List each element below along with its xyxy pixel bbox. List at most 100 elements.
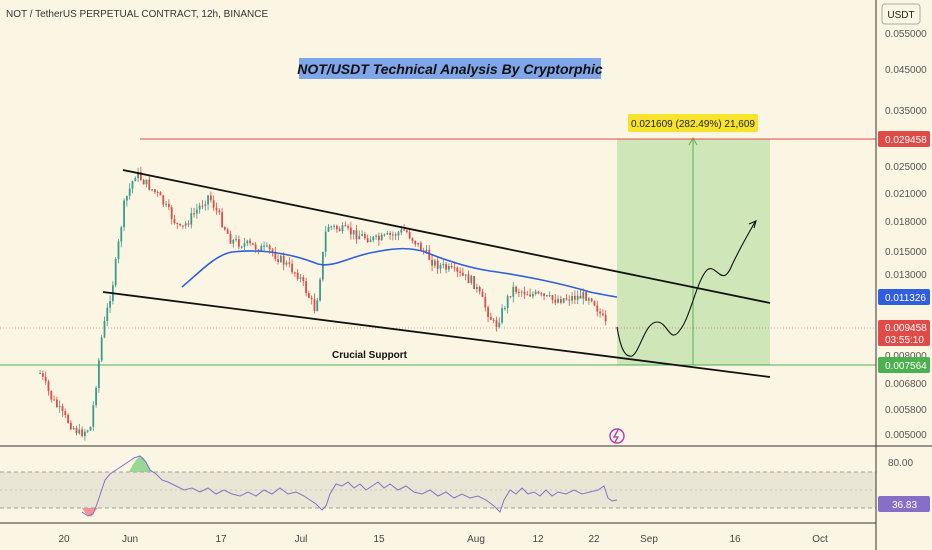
- candle: [114, 259, 117, 286]
- candle: [450, 265, 453, 268]
- candle: [89, 426, 92, 431]
- candle: [473, 275, 475, 290]
- candle: [313, 298, 316, 311]
- candle: [531, 294, 534, 297]
- candle: [587, 298, 590, 301]
- candle: [324, 231, 327, 252]
- rsi-line[interactable]: [81, 455, 618, 517]
- candle: [601, 313, 604, 316]
- candle: [439, 265, 442, 269]
- candle: [377, 235, 380, 241]
- lightning-icon[interactable]: [609, 428, 625, 444]
- lower-trendline[interactable]: [102, 291, 771, 378]
- time-tick: 15: [373, 534, 385, 545]
- candle: [279, 255, 282, 263]
- candle: [503, 308, 506, 310]
- candle: [361, 234, 363, 236]
- title-box: [299, 58, 601, 79]
- candle: [249, 240, 251, 244]
- candle: [389, 233, 391, 235]
- candle: [543, 293, 545, 296]
- price-tick: 0.055000: [885, 29, 927, 40]
- candle: [582, 292, 585, 299]
- symbol-header: NOT / TetherUS PERPETUAL CONTRACT, 12h, …: [6, 9, 268, 20]
- candle: [537, 291, 540, 294]
- candle: [221, 212, 223, 228]
- candle: [408, 232, 411, 239]
- candle: [386, 233, 389, 235]
- candle: [411, 238, 414, 241]
- candle: [403, 229, 405, 231]
- candle: [475, 287, 478, 290]
- candle: [307, 293, 310, 298]
- candle: [593, 301, 596, 306]
- candle: [268, 245, 271, 250]
- candle: [61, 406, 64, 412]
- candle: [165, 203, 167, 205]
- rsi-overbought-fill: [129, 456, 152, 472]
- candle: [103, 320, 106, 338]
- candle: [557, 299, 559, 303]
- candle: [487, 307, 489, 317]
- candle: [58, 406, 61, 408]
- candle: [526, 294, 529, 296]
- time-tick: Oct: [812, 534, 828, 545]
- candle: [134, 177, 137, 182]
- candle: [201, 205, 204, 207]
- candle: [282, 255, 285, 265]
- candle: [478, 287, 481, 292]
- resistance-tag: [878, 131, 930, 147]
- candle: [506, 296, 509, 309]
- candle: [212, 200, 215, 208]
- candle: [405, 230, 408, 233]
- candle: [167, 203, 170, 208]
- candle: [355, 230, 358, 240]
- candle: [529, 294, 531, 297]
- candle: [523, 291, 526, 295]
- candle: [596, 305, 599, 312]
- candle: [47, 381, 50, 391]
- candle: [193, 213, 195, 215]
- candle: [562, 298, 565, 303]
- candle: [599, 311, 601, 314]
- candle: [349, 227, 352, 235]
- candle: [86, 430, 89, 432]
- candle: [492, 319, 495, 321]
- time-tick: Jul: [295, 534, 308, 545]
- candle: [302, 277, 305, 282]
- candle: [461, 272, 464, 276]
- moving-average-line[interactable]: [181, 247, 618, 298]
- rsi-value-label: 36.83: [892, 500, 917, 511]
- last-price-tag: [878, 320, 930, 346]
- candle: [75, 427, 78, 434]
- projection-path[interactable]: [616, 221, 756, 357]
- candle: [128, 188, 131, 197]
- candle: [394, 234, 397, 236]
- candle: [341, 225, 344, 231]
- candle: [501, 308, 503, 323]
- candle: [50, 390, 53, 400]
- candle: [125, 196, 128, 201]
- candle: [559, 299, 562, 303]
- candle: [417, 242, 419, 245]
- upper-trendline[interactable]: [122, 169, 771, 304]
- candle: [139, 172, 142, 180]
- price-tick: 0.015000: [885, 247, 927, 258]
- candle: [495, 320, 498, 327]
- candle: [293, 272, 296, 274]
- candle: [464, 274, 467, 276]
- candle: [195, 209, 198, 214]
- candle: [274, 252, 277, 260]
- candle: [184, 223, 187, 226]
- currency-box[interactable]: [881, 3, 921, 25]
- chart-title: NOT/USDT Technical Analysis By Cryptorph…: [297, 61, 603, 77]
- candle: [296, 272, 299, 279]
- resistance-tag-label: 0.029458: [885, 135, 927, 146]
- ma-tag-label: 0.011326: [885, 293, 926, 304]
- candle: [260, 245, 263, 252]
- candle: [347, 226, 349, 228]
- target-label: 0.021609 (282.49%) 21,609: [631, 119, 755, 130]
- candle: [291, 263, 293, 273]
- candle: [310, 297, 313, 299]
